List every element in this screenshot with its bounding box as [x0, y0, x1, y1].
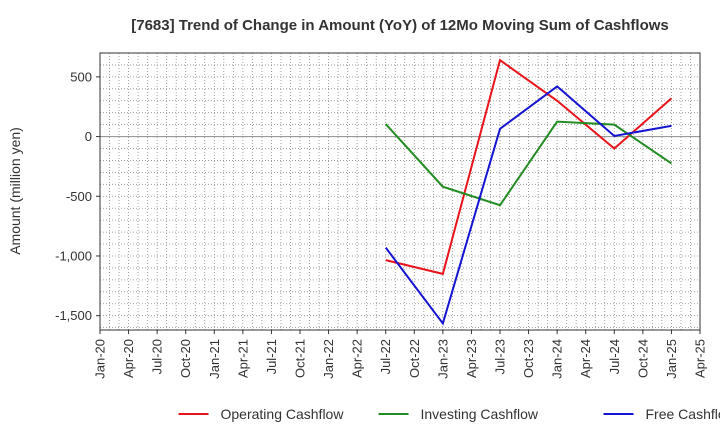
x-tick-label: Jul-24: [607, 339, 622, 374]
x-tick-label: Jan-21: [207, 339, 222, 379]
x-tick-label: Jul-23: [493, 339, 508, 374]
x-tick-label: Apr-24: [578, 339, 593, 378]
x-tick-label: Oct-21: [293, 339, 308, 378]
legend-label-investing-cashflow: Investing Cashflow: [421, 406, 539, 422]
x-tick-label: Oct-22: [407, 339, 422, 378]
plot-border: [99, 52, 701, 331]
y-tick-label: -1,500: [55, 308, 92, 323]
x-tick-label: Jul-20: [150, 339, 165, 374]
y-tick-label: 500: [70, 69, 92, 84]
free-cashflow-line: [384, 85, 672, 326]
x-tick-label: Oct-24: [635, 339, 650, 378]
x-tick-label: Apr-21: [235, 339, 250, 378]
legend-label-free-cashflow: Free Cashflow: [646, 406, 720, 422]
x-tick-label: Apr-25: [693, 339, 708, 378]
x-tick-label: Jan-25: [664, 339, 679, 379]
y-axis-label: Amount (million yen): [7, 127, 23, 255]
x-tick-label: Jan-23: [435, 339, 450, 379]
y-tick-label: -1,000: [55, 248, 92, 263]
legend-label-operating-cashflow: Operating Cashflow: [221, 406, 345, 422]
operating-cashflow-line: [385, 58, 673, 276]
series-layer: [384, 58, 673, 326]
x-tick-label: Apr-23: [464, 339, 479, 378]
x-tick-label: Jul-21: [264, 339, 279, 374]
investing-cashflow-line: [384, 120, 672, 207]
x-tick-label: Jul-22: [378, 339, 393, 374]
y-tick-label: 0: [85, 129, 92, 144]
grid-layer: [100, 52, 700, 330]
y-tick-label: -500: [66, 189, 92, 204]
x-tick-label: Oct-23: [521, 339, 536, 378]
legend: Operating Cashflow Investing Cashflow Free…: [178, 406, 720, 422]
x-tick-label: Apr-22: [350, 339, 365, 378]
x-tick-label: Jan-24: [550, 339, 565, 379]
chart-title: [7683] Trend of Change in Amount (YoY) o…: [131, 17, 669, 34]
x-tick-label: Jan-20: [93, 339, 108, 379]
x-tick-label: Apr-20: [121, 339, 136, 378]
axis-layer: 500 0 -500 -1,000 -1,500 Jan-20 Apr-20 Jul-20 Oc…: [55, 52, 708, 379]
x-tick-label: Jan-22: [321, 339, 336, 379]
x-tick-label: Oct-20: [178, 339, 193, 378]
